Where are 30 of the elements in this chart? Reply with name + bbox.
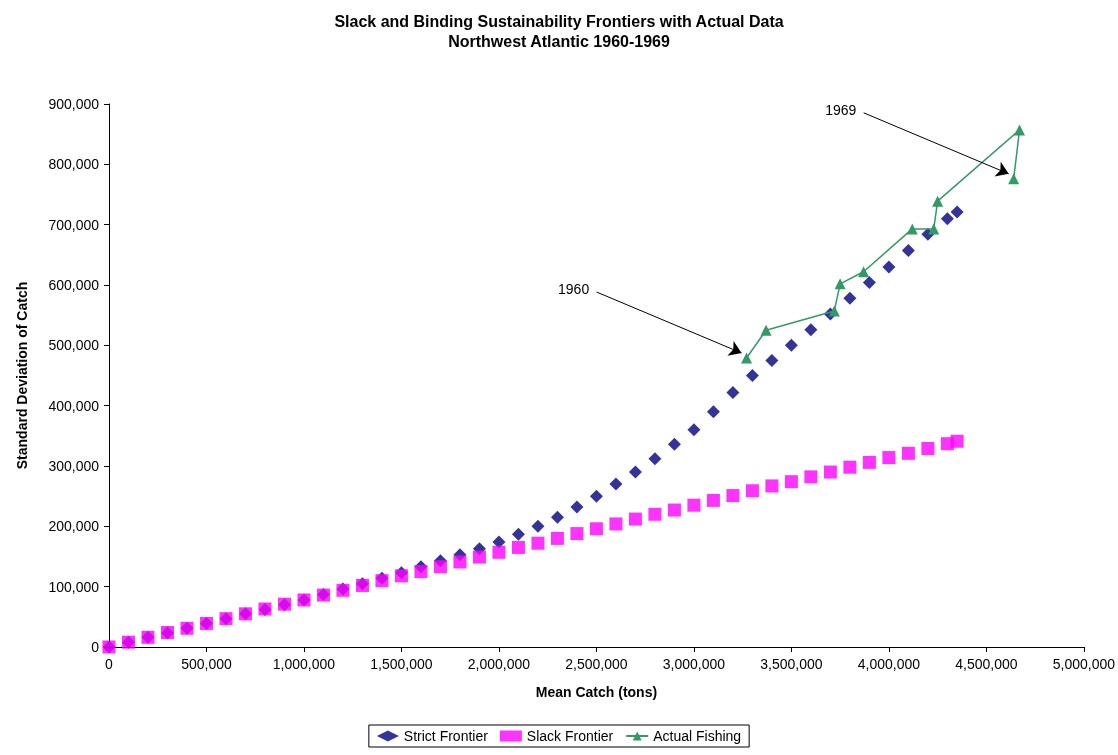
x-tick-label: 2,000,000 (467, 656, 531, 672)
x-tick-label: 5,000,000 (1052, 656, 1116, 672)
legend-label: Slack Frontier (526, 728, 614, 744)
chart-title: Slack and Binding Sustainability Frontiers with Actual Data (334, 12, 784, 30)
x-tick-label: 500,000 (181, 656, 232, 672)
y-tick-label: 300,000 (48, 458, 100, 474)
y-tick-label: 600,000 (48, 277, 100, 293)
y-tick-label: 0 (91, 639, 100, 655)
y-tick-label: 400,000 (48, 397, 100, 414)
legend-label: Strict Frontier (403, 728, 489, 744)
y-tick-label: 100,000 (48, 578, 100, 595)
chart-subtitle: Northwest Atlantic 1960-1969 (448, 32, 670, 50)
x-tick-label: 4,000,000 (857, 656, 921, 672)
x-tick-label: 0 (105, 656, 114, 672)
y-tick-label: 500,000 (48, 337, 100, 354)
x-tick-label: 1,500,000 (370, 656, 433, 672)
annotation: 1960 (558, 280, 590, 297)
x-tick-label: 2,500,000 (565, 656, 628, 672)
x-tick-label: 3,500,000 (760, 656, 823, 672)
y-tick-label: 700,000 (48, 216, 100, 233)
annotation: 1969 (825, 101, 857, 118)
y-tick-label: 200,000 (48, 518, 100, 535)
y-axis-title: Standard Deviation of Catch (14, 281, 30, 470)
x-tick-label: 3,000,000 (662, 656, 726, 672)
y-tick-label: 900,000 (48, 96, 100, 112)
y-tick-label: 800,000 (48, 156, 100, 173)
x-tick-label: 1,000,000 (272, 656, 336, 672)
legend-label: Actual Fishing (653, 728, 742, 744)
x-tick-label: 4,500,000 (955, 656, 1018, 672)
x-axis-title: Mean Catch (tons) (535, 684, 658, 700)
